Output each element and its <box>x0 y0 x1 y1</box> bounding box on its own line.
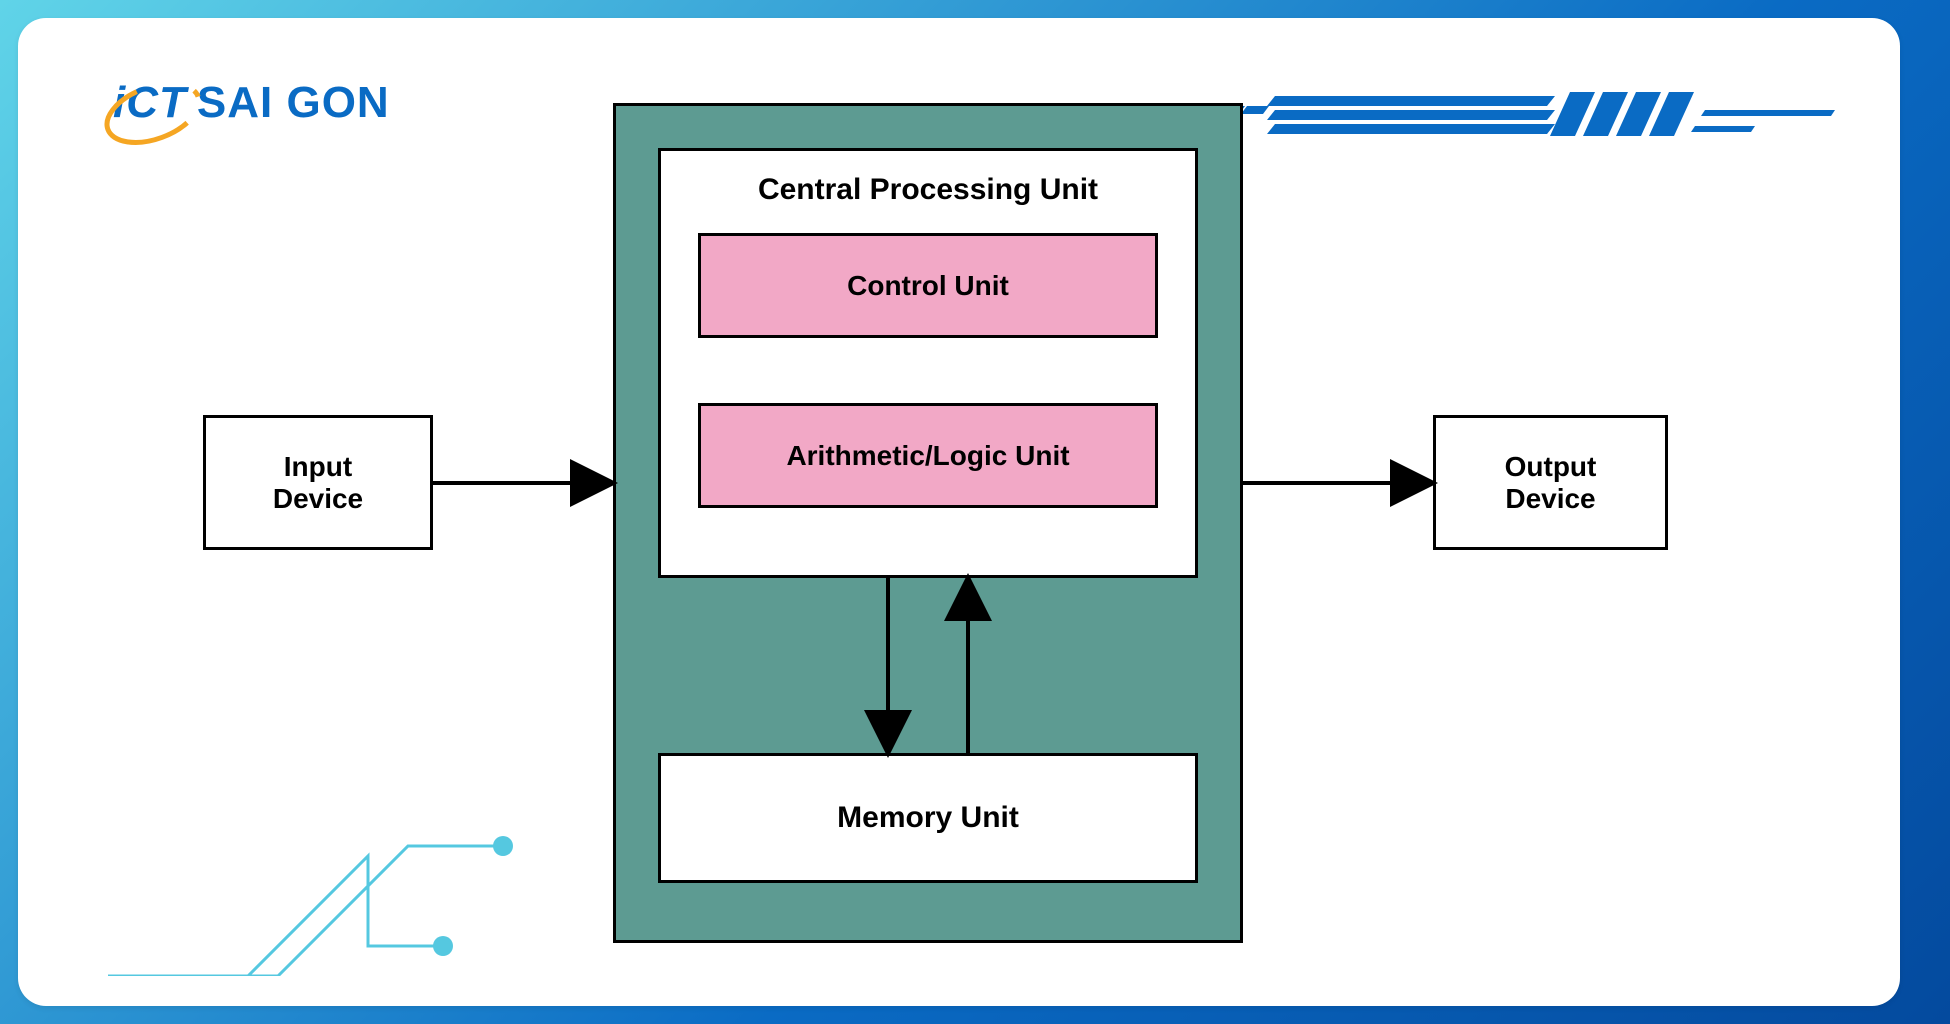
content-card: iCT SAI GON <box>18 18 1900 1006</box>
cpu-block-diagram: Central Processing Unit Control Unit Ari… <box>18 18 1900 1006</box>
page-background: iCT SAI GON <box>0 0 1950 1024</box>
arrows-layer <box>18 18 1900 1006</box>
